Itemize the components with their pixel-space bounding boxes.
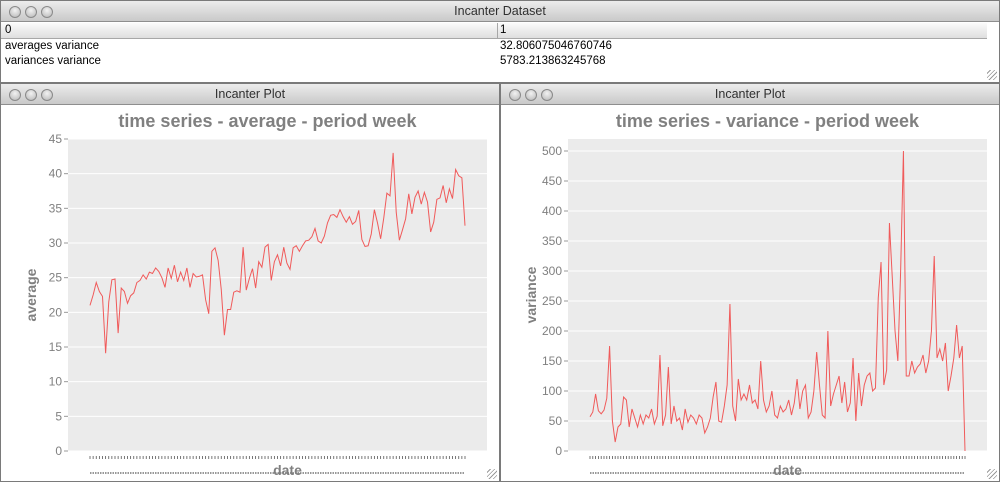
plot-window-average: Incanter Plot 0 5 10 15 20 25 30 35 40 45 time ser… — [0, 83, 500, 482]
plot-area — [568, 139, 987, 451]
y-tick-label: 20 — [49, 305, 63, 319]
plot-titlebar[interactable]: Incanter Plot — [501, 84, 999, 105]
dataset-window: Incanter Dataset 0 1 averages variance 3… — [0, 0, 1000, 83]
close-button-icon[interactable] — [9, 6, 21, 18]
y-tick-label: 50 — [549, 414, 563, 428]
zoom-button-icon[interactable] — [41, 6, 53, 18]
y-tick-label: 500 — [542, 144, 562, 158]
y-tick-label: 15 — [49, 340, 63, 354]
y-tick-label: 400 — [542, 204, 562, 218]
y-tick-label: 350 — [542, 234, 562, 248]
y-tick-label: 5 — [55, 409, 62, 423]
plot-titlebar[interactable]: Incanter Plot — [1, 84, 499, 105]
plot-area — [68, 139, 487, 451]
table-cell: averages variance — [5, 40, 99, 52]
plot-window-variance: Incanter Plot 0 50 100 150 200 250 300 350 400 45… — [500, 83, 1000, 482]
x-axis-label: date — [273, 462, 302, 478]
minimize-button-icon[interactable] — [25, 6, 37, 18]
dataset-titlebar[interactable]: Incanter Dataset — [1, 1, 999, 22]
table-cell: 5783.213863245768 — [500, 55, 606, 67]
average-chart: 0 5 10 15 20 25 30 35 40 45 time series - average … — [23, 111, 487, 478]
x-axis-label: date — [773, 462, 802, 478]
y-tick-label: 30 — [49, 236, 63, 250]
y-axis-label: average — [23, 268, 39, 321]
y-tick-label: 45 — [49, 132, 63, 146]
y-tick-label: 40 — [49, 167, 63, 181]
y-tick-label: 0 — [555, 444, 562, 458]
y-axis-label: variance — [523, 266, 539, 323]
plot-window-title: Incanter Plot — [214, 87, 286, 101]
y-tick-label: 10 — [49, 375, 63, 389]
table-cell: 32.806075046760746 — [500, 40, 612, 52]
chart-title: time series - average - period week — [118, 111, 417, 131]
series-line — [89, 152, 466, 354]
table-cell: variances variance — [5, 55, 101, 67]
y-tick-label: 200 — [542, 324, 562, 338]
close-button-icon[interactable] — [509, 89, 521, 101]
y-tick-label: 150 — [542, 354, 562, 368]
column-header-0[interactable]: 0 — [5, 24, 12, 36]
minimize-button-icon[interactable] — [525, 89, 537, 101]
y-tick-label: 250 — [542, 294, 562, 308]
dataset-table[interactable]: 0 1 averages variance 32.806075046760746… — [1, 23, 987, 69]
close-button-icon[interactable] — [9, 89, 21, 101]
variance-chart: 0 50 100 150 200 250 300 350 400 450 500 time serie… — [523, 111, 987, 478]
zoom-button-icon[interactable] — [541, 89, 553, 101]
chart-title: time series - variance - period week — [616, 111, 920, 131]
minimize-button-icon[interactable] — [25, 89, 37, 101]
dataset-window-title: Incanter Dataset — [454, 4, 546, 18]
zoom-button-icon[interactable] — [41, 89, 53, 101]
y-tick-label: 300 — [542, 264, 562, 278]
table-row[interactable]: averages variance 32.806075046760746 — [1, 39, 987, 54]
resize-grip-icon[interactable] — [987, 70, 997, 80]
resize-grip-icon[interactable] — [487, 469, 497, 479]
y-tick-label: 25 — [49, 271, 63, 285]
table-header: 0 1 — [1, 23, 987, 39]
y-tick-label: 450 — [542, 174, 562, 188]
resize-grip-icon[interactable] — [987, 469, 997, 479]
series-line — [589, 150, 966, 452]
plot-window-title: Incanter Plot — [714, 87, 786, 101]
table-row[interactable]: variances variance 5783.213863245768 — [1, 54, 987, 69]
y-tick-label: 100 — [542, 384, 562, 398]
y-tick-label: 0 — [55, 444, 62, 458]
y-tick-label: 35 — [49, 201, 63, 215]
column-header-1[interactable]: 1 — [500, 24, 507, 36]
